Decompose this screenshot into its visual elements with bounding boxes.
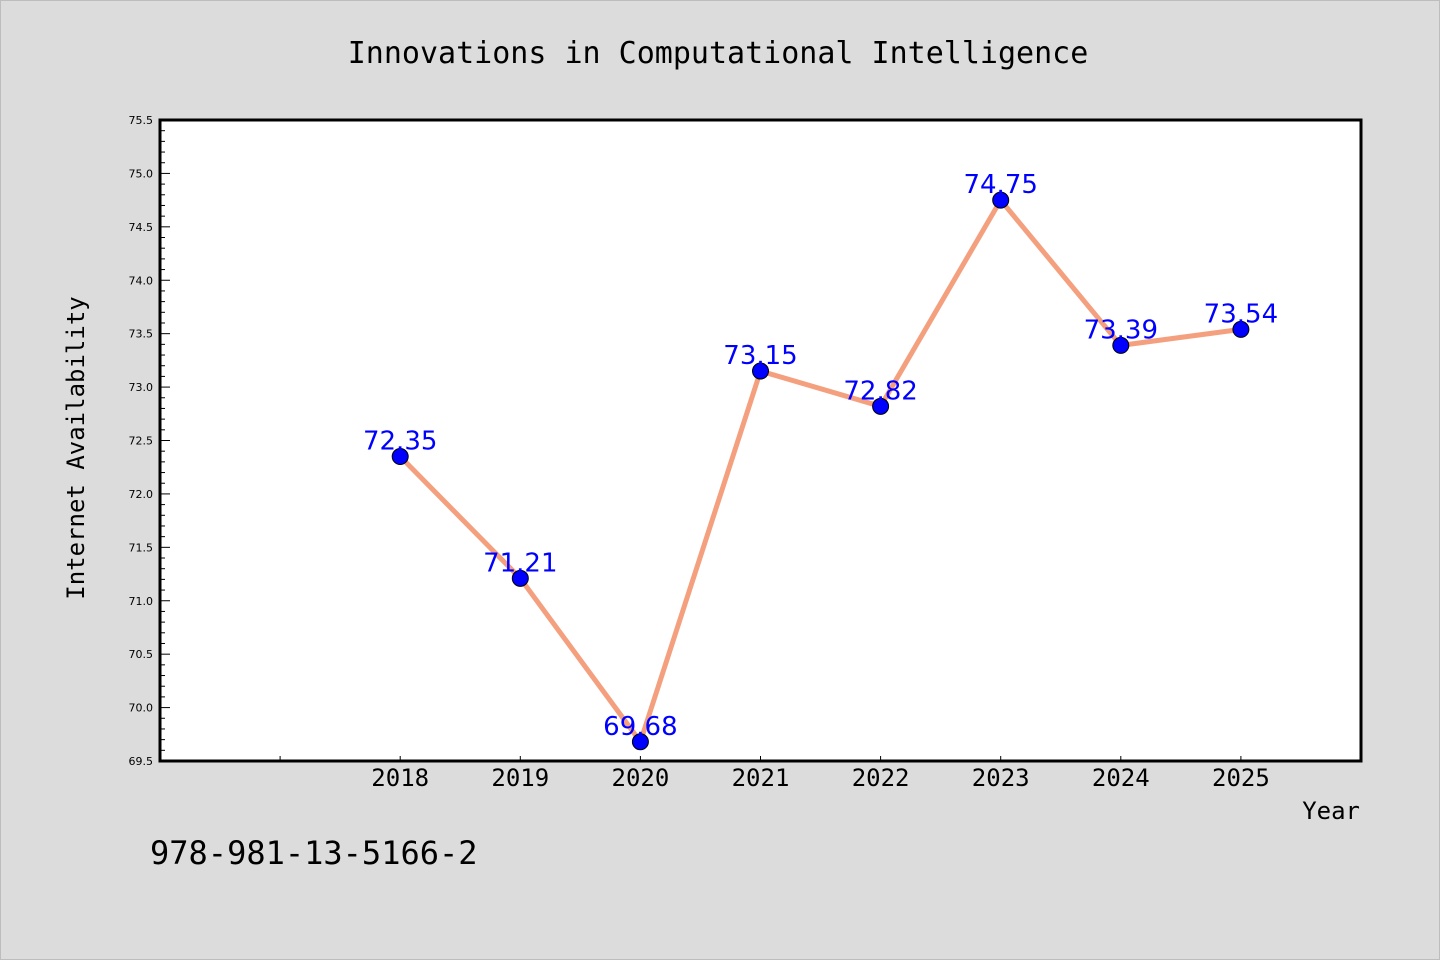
- plot-area: [158, 118, 1363, 763]
- data-label: 69.68: [603, 712, 677, 742]
- x-axis-label: Year: [1302, 797, 1360, 825]
- x-tick-label: 2025: [1212, 764, 1270, 792]
- y-tick-label: 72.0: [129, 488, 154, 501]
- y-tick-label: 71.5: [129, 541, 154, 554]
- data-label: 73.39: [1084, 315, 1158, 345]
- y-tick-label: 70.0: [129, 702, 154, 715]
- y-tick-label: 74.0: [129, 274, 154, 287]
- data-point: [752, 362, 769, 380]
- data-point: [872, 397, 890, 415]
- data-label: 74.75: [963, 170, 1037, 200]
- y-tick-label: 73.5: [129, 328, 154, 341]
- y-tick-label: 75.5: [129, 114, 154, 127]
- series-line: [391, 191, 1250, 751]
- x-tick-label: 2018: [371, 764, 429, 792]
- y-tick-label: 75.0: [129, 167, 154, 180]
- data-label: 73.54: [1204, 299, 1278, 329]
- data-point: [631, 733, 649, 751]
- data-point: [391, 448, 409, 466]
- data-label: 71.21: [483, 548, 557, 578]
- chart-title: Innovations in Computational Intelligenc…: [348, 36, 1089, 71]
- y-tick-label: 74.5: [129, 221, 154, 234]
- y-tick-label: 71.0: [129, 595, 154, 608]
- data-point: [1112, 336, 1130, 354]
- y-tick-label: 69.5: [129, 755, 154, 768]
- y-tick-label: 73.0: [129, 381, 154, 394]
- x-tick-label: 2022: [852, 764, 910, 792]
- x-axis: 2018 2019 2020 2021 2022 2023 2024 2025: [279, 756, 1270, 792]
- footer-isbn: 978-981-13-5166-2: [150, 834, 478, 872]
- series-polyline: [398, 197, 1242, 745]
- data-point: [511, 569, 529, 587]
- x-tick-label: 2024: [1092, 764, 1150, 792]
- x-tick-label: 2020: [612, 764, 670, 792]
- data-point: [1232, 320, 1250, 338]
- data-labels: 72.35 71.21 69.68 73.15 72.82 74.75 73.39 73.54: [363, 170, 1278, 742]
- y-tick-label: 72.5: [129, 435, 154, 448]
- data-label: 73.15: [723, 341, 797, 371]
- y-tick-label: 70.5: [129, 648, 154, 661]
- x-tick-label: 2019: [491, 764, 549, 792]
- x-tick-label: 2023: [972, 764, 1030, 792]
- data-point: [992, 191, 1010, 209]
- data-label: 72.35: [363, 427, 437, 457]
- y-axis: 69.5 70.0 70.5 71.0 71.5 72.0 72.5 73.0 73.5 74.0…: [129, 114, 170, 768]
- data-label: 72.82: [843, 376, 917, 406]
- y-axis-label: Internet Availability: [62, 296, 90, 599]
- x-tick-label: 2021: [732, 764, 790, 792]
